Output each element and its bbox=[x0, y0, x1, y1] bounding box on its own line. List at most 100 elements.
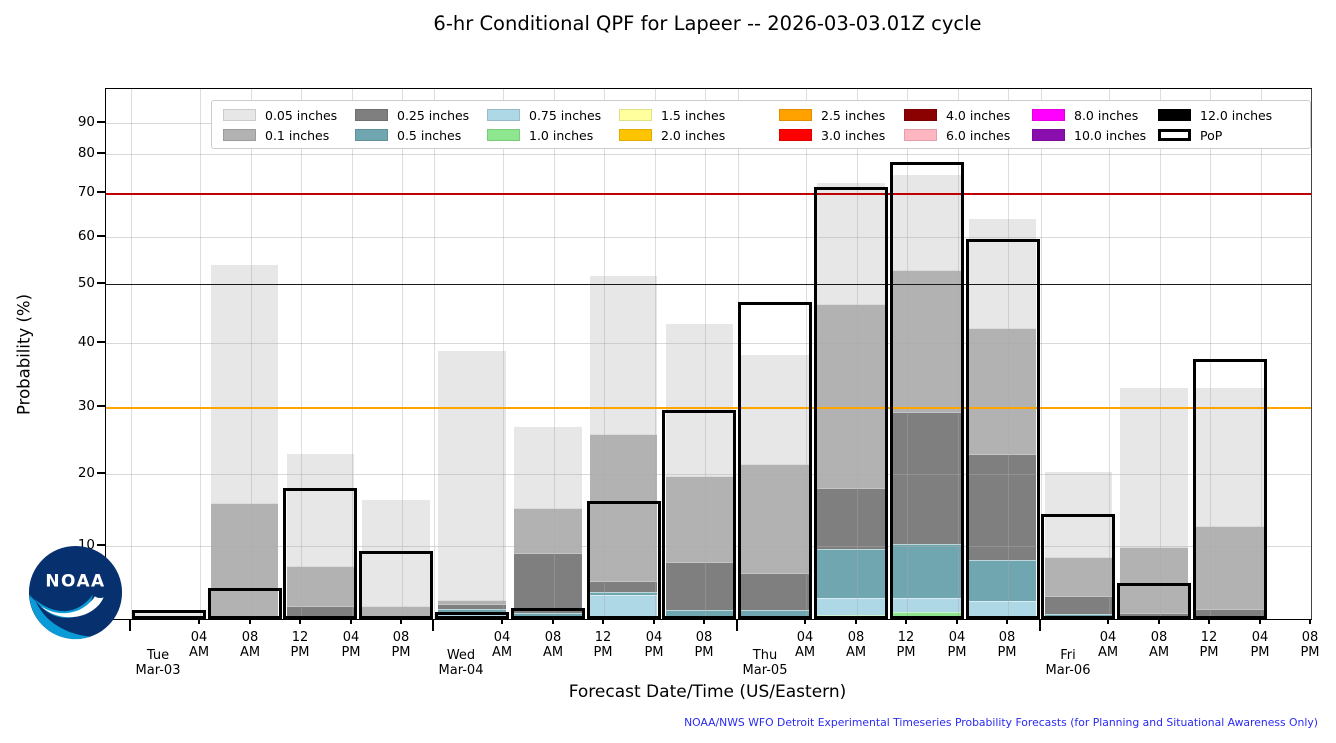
legend-swatch-icon-8.0-inches bbox=[1032, 109, 1065, 121]
legend-item-0.25-inches: 0.25 inches bbox=[355, 106, 469, 124]
legend-label: 3.0 inches bbox=[821, 127, 886, 143]
legend-swatch-icon-2.5-inches bbox=[779, 109, 812, 121]
y-tick-mark-90 bbox=[97, 121, 105, 123]
x-day-label-1: Wed Mar-04 bbox=[438, 648, 484, 678]
bar-segment-0.1inches-period-2 bbox=[210, 502, 279, 619]
pop-outline-period-7 bbox=[586, 500, 661, 619]
legend-item-10.0-inches: 10.0 inches bbox=[1032, 126, 1146, 144]
chart-title: 6-hr Conditional QPF for Lapeer -- 2026-… bbox=[433, 12, 982, 35]
x-tick-label-19: 08 PM bbox=[1300, 630, 1320, 660]
x-tick-label-15: 04 AM bbox=[1097, 630, 1119, 660]
x-tick-mark-4 bbox=[400, 619, 402, 624]
bar-segment-0.25inches-period-8 bbox=[665, 562, 734, 619]
plot-area bbox=[105, 88, 1312, 620]
legend-label: 8.0 inches bbox=[1074, 107, 1139, 123]
x-tick-mark-15 bbox=[1107, 619, 1109, 624]
x-tick-mark-2 bbox=[299, 619, 301, 624]
y-tick-mark-80 bbox=[97, 152, 105, 154]
x-tick-mark-6 bbox=[552, 619, 554, 624]
x-tick-label-5: 04 AM bbox=[491, 630, 513, 660]
legend-swatch-icon-1.0-inches bbox=[487, 129, 520, 141]
legend-item-1.5-inches: 1.5 inches bbox=[619, 106, 725, 124]
legend-item-8.0-inches: 8.0 inches bbox=[1032, 106, 1138, 124]
x-day-label-2: Thu Mar-05 bbox=[742, 648, 788, 678]
legend-item-0.5-inches: 0.5 inches bbox=[355, 126, 461, 144]
legend-label: 10.0 inches bbox=[1074, 127, 1147, 143]
legend-swatch-icon-0.1-inches bbox=[223, 129, 256, 141]
pop-outline-period-3 bbox=[283, 488, 358, 619]
pop-outline-period-15 bbox=[1193, 359, 1267, 619]
gridline-h-50 bbox=[106, 284, 1311, 285]
legend-swatch-icon-3.0-inches bbox=[779, 129, 812, 141]
legend-swatch-icon-2.0-inches bbox=[619, 129, 652, 141]
x-tick-label-1: 08 AM bbox=[239, 630, 261, 660]
x-tick-label-7: 12 PM bbox=[593, 630, 613, 660]
x-tick-mark-12 bbox=[905, 619, 907, 624]
reference-line-50 bbox=[106, 284, 1311, 286]
x-tick-label-11: 08 AM bbox=[845, 630, 867, 660]
legend-item-6.0-inches: 6.0 inches bbox=[904, 126, 1010, 144]
legend-label: 12.0 inches bbox=[1200, 107, 1273, 123]
pop-outline-period-13 bbox=[1041, 514, 1116, 619]
y-tick-mark-40 bbox=[97, 341, 105, 343]
x-tick-label-14: 08 PM bbox=[997, 630, 1017, 660]
legend-label: 1.5 inches bbox=[661, 107, 726, 123]
y-tick-label-90: 90 bbox=[77, 114, 95, 130]
legend-label: 2.5 inches bbox=[821, 107, 886, 123]
x-day-label-3: Fri Mar-06 bbox=[1045, 648, 1091, 678]
legend-label: 2.0 inches bbox=[661, 127, 726, 143]
legend-item-2.5-inches: 2.5 inches bbox=[779, 106, 885, 124]
x-tick-label-13: 04 PM bbox=[947, 630, 967, 660]
bar-segment-0.25inches-period-15 bbox=[1196, 608, 1264, 619]
x-tick-mark-5 bbox=[501, 619, 503, 624]
legend-item-4.0-inches: 4.0 inches bbox=[904, 106, 1010, 124]
x-day-tick-mark-1 bbox=[432, 619, 434, 631]
pop-outline-period-4 bbox=[359, 551, 434, 619]
bar-segment-0.5inches-period-9 bbox=[741, 609, 809, 619]
legend-label: PoP bbox=[1200, 127, 1223, 143]
bar-segment-0.05inches-period-5 bbox=[438, 350, 506, 619]
pop-outline-period-9 bbox=[738, 301, 813, 619]
x-tick-label-8: 04 PM bbox=[644, 630, 664, 660]
legend-swatch-icon-0.75-inches bbox=[487, 109, 520, 121]
legend-swatch-icon-6.0-inches bbox=[904, 129, 937, 141]
y-tick-mark-50 bbox=[97, 282, 105, 284]
x-tick-mark-8 bbox=[653, 619, 655, 624]
x-tick-mark-11 bbox=[855, 619, 857, 624]
legend-swatch-icon-0.5-inches bbox=[355, 129, 388, 141]
gridline-v-0 bbox=[200, 89, 201, 619]
bar-segment-0.75inches-period-10 bbox=[817, 597, 885, 619]
bar-segment-1.0inches-period-11 bbox=[893, 612, 961, 619]
x-day-tick-mark-2 bbox=[736, 619, 738, 631]
legend-box: 0.05 inches 0.1 inches 0.25 inches 0.5 inch… bbox=[211, 100, 1311, 149]
y-tick-mark-10 bbox=[97, 544, 105, 546]
x-tick-mark-13 bbox=[956, 619, 958, 624]
gridline-h-70 bbox=[106, 193, 1311, 194]
y-tick-mark-20 bbox=[97, 472, 105, 474]
legend-label: 1.0 inches bbox=[529, 127, 594, 143]
pop-outline-period-14 bbox=[1117, 582, 1192, 619]
bar-segment-0.25inches-period-3 bbox=[286, 605, 355, 619]
legend-item-1.0-inches: 1.0 inches bbox=[487, 126, 593, 144]
y-tick-label-60: 60 bbox=[77, 228, 95, 244]
pop-outline-period-8 bbox=[662, 410, 737, 619]
legend-swatch-icon-0.25-inches bbox=[355, 109, 388, 121]
x-day-tick-mark-3 bbox=[1039, 619, 1041, 631]
y-tick-label-80: 80 bbox=[77, 145, 95, 161]
x-day-label-0: Tue Mar-03 bbox=[135, 648, 181, 678]
y-tick-label-70: 70 bbox=[77, 184, 95, 200]
legend-item-2.0-inches: 2.0 inches bbox=[619, 126, 725, 144]
legend-swatch-icon-PoP bbox=[1158, 129, 1191, 141]
x-tick-label-2: 12 PM bbox=[290, 630, 310, 660]
legend-label: 0.5 inches bbox=[397, 127, 462, 143]
pop-outline-period-11 bbox=[889, 161, 964, 619]
y-tick-mark-70 bbox=[97, 191, 105, 193]
x-tick-label-17: 12 PM bbox=[1199, 630, 1219, 660]
reference-line-70 bbox=[106, 193, 1311, 195]
gridline-v-21 bbox=[434, 89, 435, 619]
y-tick-mark-60 bbox=[97, 235, 105, 237]
y-axis-label: Probability (%) bbox=[14, 293, 34, 416]
y-tick-label-30: 30 bbox=[77, 398, 95, 414]
legend-swatch-icon-1.5-inches bbox=[619, 109, 652, 121]
pop-outline-period-2 bbox=[207, 587, 282, 619]
